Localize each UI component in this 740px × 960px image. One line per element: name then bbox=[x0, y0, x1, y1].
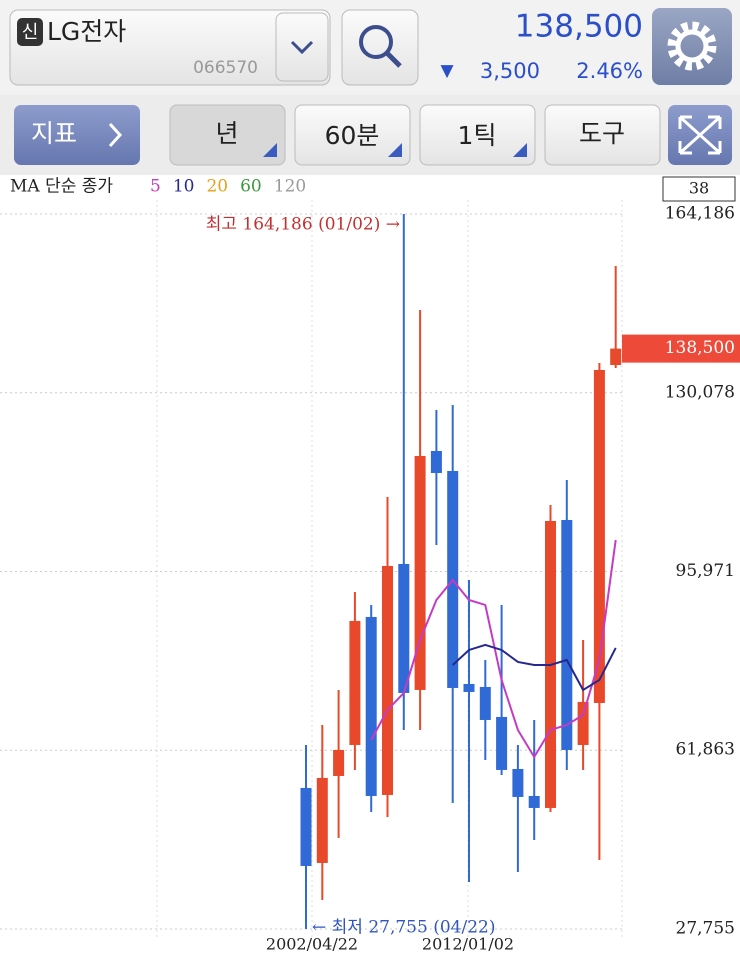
x-tick-label: 2002/04/22 bbox=[266, 935, 358, 954]
legend-entry: 120 bbox=[274, 177, 306, 197]
change-rate: 2.46% bbox=[576, 59, 643, 83]
dropdown-button[interactable] bbox=[275, 12, 329, 82]
chevron-icon bbox=[290, 40, 314, 55]
candle-body bbox=[593, 369, 605, 703]
tools-label: 도구 bbox=[579, 119, 625, 148]
candle-body bbox=[561, 519, 573, 750]
y-tick-label: 164,186 bbox=[665, 204, 735, 224]
search-icon bbox=[359, 25, 393, 59]
plot: 27,755 61,863 95,971 130,078 164,186 2002/04/… bbox=[0, 177, 740, 954]
tools-button[interactable] bbox=[544, 104, 661, 166]
candle-body bbox=[610, 348, 622, 365]
low-annotation: ← 최저 27,755 (04/22) bbox=[312, 918, 495, 938]
candle-body bbox=[430, 450, 442, 473]
last-price-tag bbox=[622, 334, 740, 363]
legend-entry: 5 bbox=[150, 177, 161, 197]
ma-line bbox=[370, 539, 617, 759]
stock-selector[interactable] bbox=[9, 9, 331, 86]
y-tick-label: 95,971 bbox=[676, 561, 735, 581]
x-tick-label: 2012/01/02 bbox=[422, 935, 514, 954]
counter-box bbox=[662, 176, 736, 202]
arrow-icon bbox=[108, 122, 123, 148]
expand-icon bbox=[678, 115, 722, 155]
candle-body bbox=[365, 616, 377, 796]
badge: 신 bbox=[22, 22, 39, 43]
candle-body bbox=[414, 455, 426, 690]
change-arrow: ▼ bbox=[440, 61, 454, 81]
stock-name: LG전자 bbox=[47, 17, 126, 46]
price: 138,500 bbox=[515, 9, 643, 45]
search-button[interactable] bbox=[341, 9, 419, 86]
candle-body bbox=[316, 777, 328, 863]
stock-code: 066570 bbox=[193, 58, 258, 78]
indicator-button[interactable] bbox=[14, 105, 140, 165]
corner-icon bbox=[513, 143, 527, 157]
candle-body bbox=[398, 563, 410, 693]
ma-line bbox=[452, 643, 617, 692]
badge-bg bbox=[17, 18, 43, 46]
candle-body bbox=[479, 686, 491, 720]
candle-body bbox=[333, 749, 345, 776]
y-tick-label: 61,863 bbox=[676, 740, 735, 760]
candle-body bbox=[496, 716, 508, 770]
y-tick-label: 27,755 bbox=[676, 919, 735, 939]
change: 3,500 bbox=[480, 59, 540, 83]
high-annotation: 최고 164,186 (01/02) → bbox=[206, 215, 400, 235]
tick-button[interactable] bbox=[419, 104, 536, 166]
settings-button[interactable] bbox=[652, 8, 732, 85]
period-button[interactable] bbox=[169, 104, 286, 166]
candle-body bbox=[300, 787, 312, 866]
counter: 38 bbox=[689, 179, 709, 198]
candle-body bbox=[349, 620, 361, 745]
candle-body bbox=[463, 683, 475, 692]
gear-icon bbox=[675, 29, 709, 63]
corner-icon bbox=[263, 143, 277, 157]
tick-label: 1틱 bbox=[458, 121, 497, 150]
gear-teeth bbox=[667, 21, 717, 71]
legend-entry: 60 bbox=[240, 177, 262, 197]
corner-icon bbox=[388, 143, 402, 157]
legend-entry: 20 bbox=[206, 177, 228, 197]
y-tick-label: 130,078 bbox=[665, 382, 735, 402]
period-label: 년 bbox=[215, 119, 238, 148]
candle-body bbox=[382, 565, 393, 795]
candle-body bbox=[577, 701, 589, 745]
legend-title: MA 단순 종가 bbox=[10, 177, 113, 197]
interval-button[interactable] bbox=[294, 104, 411, 166]
last-price-label: 138,500 bbox=[665, 338, 735, 358]
candle-body bbox=[512, 768, 524, 797]
interval-label: 60분 bbox=[325, 121, 380, 150]
legend-entry: 10 bbox=[173, 177, 195, 197]
candle-body bbox=[528, 795, 540, 808]
search-icon-handle bbox=[385, 51, 402, 68]
indicator-label: 지표 bbox=[31, 119, 77, 148]
